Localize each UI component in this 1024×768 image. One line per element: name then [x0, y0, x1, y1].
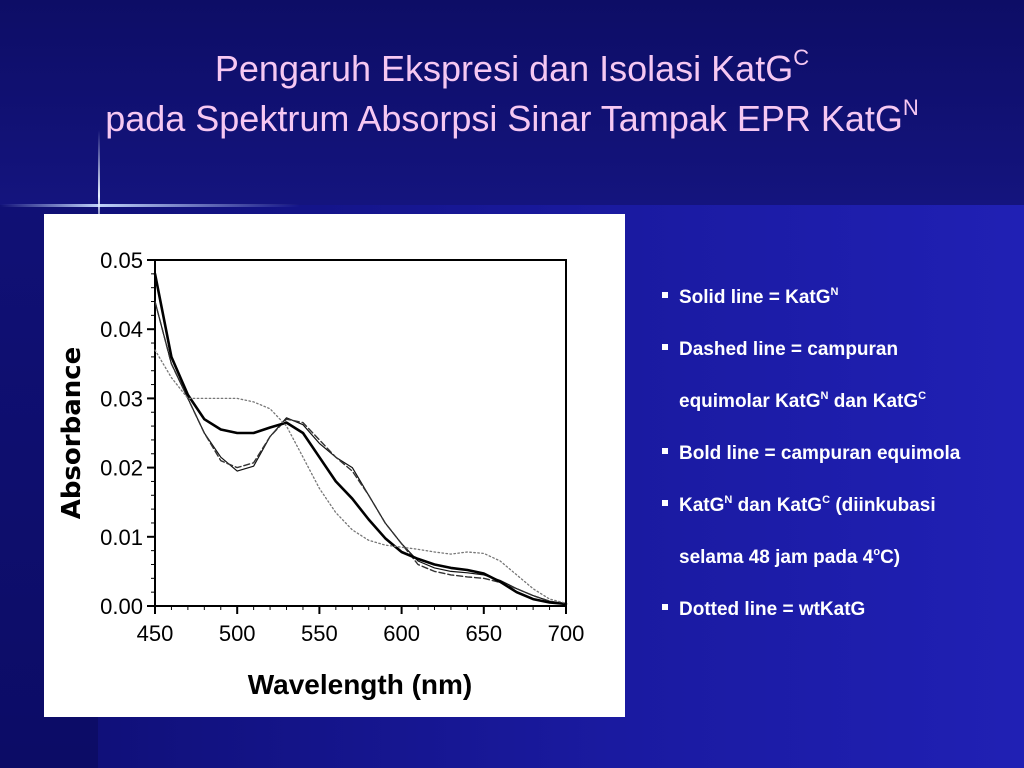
bullet-line: Bold line = campuran equimola: [679, 439, 1024, 491]
square-bullet-icon: [662, 604, 668, 610]
bullet-text: dan KatG: [828, 391, 919, 412]
y-axis-label: Absorbance: [57, 347, 87, 520]
bullet-superscript: C: [822, 494, 831, 506]
x-tick-label: 600: [383, 621, 420, 646]
bold-series-line: [153, 272, 568, 606]
square-bullet-icon: [662, 292, 668, 298]
square-bullet-icon: [662, 448, 668, 454]
series-layer: [153, 272, 568, 606]
title-line-2-sup: N: [902, 95, 919, 120]
bullet-line: Dashed line = campuran: [679, 335, 1024, 387]
title-line-1: Pengaruh Ekspresi dan Isolasi KatGC: [0, 44, 1024, 94]
bullet-text: dan KatG: [732, 495, 823, 516]
bullet-text: Dashed line = campuran: [679, 339, 899, 360]
title-line-2-text: pada Spektrum Absorpsi Sinar Tampak EPR …: [105, 98, 903, 139]
plot-area-frame: [154, 259, 567, 607]
bullet-item: Dotted line = wtKatG: [660, 595, 1024, 643]
bullet-superscript: N: [820, 390, 829, 402]
bullet-superscript: o: [873, 546, 881, 558]
chart-panel: 0.00 0.01 0.02 0.03 0.04 0.05 450 500 550 600 650 7…: [44, 214, 625, 717]
bullet-superscript: N: [724, 494, 733, 506]
bullet-line: Solid line = KatGN: [679, 283, 1024, 335]
bullet-text: Bold line = campuran equimola: [679, 443, 961, 464]
title-line-1-sup: C: [793, 45, 810, 70]
axis-layer: 0.00 0.01 0.02 0.03 0.04 0.05 450 500 550 600 650 7…: [100, 248, 584, 646]
dotted-series-line: [154, 349, 567, 604]
x-tick-label: 700: [548, 621, 585, 646]
x-tick-label: 500: [219, 621, 256, 646]
bullet-text: (diinkubasi: [830, 495, 936, 516]
bullet-line: Dotted line = wtKatG: [679, 595, 1024, 643]
bullet-text: equimolar KatG: [679, 391, 821, 412]
bullet-line: KatGN dan KatGC (diinkubasi: [679, 491, 1024, 543]
bullet-text: selama 48 jam pada 4: [679, 547, 874, 568]
bullet-text: Solid line = KatG: [679, 287, 831, 308]
bullet-superscript: C: [918, 390, 927, 402]
decorative-vertical-line: [98, 130, 100, 240]
bullet-item: Bold line = campuran equimola: [660, 439, 1024, 491]
bullet-item: Dashed line = campuran equimolar KatGN da…: [660, 335, 1024, 439]
x-tick-label: 650: [465, 621, 502, 646]
square-bullet-icon: [662, 344, 668, 350]
y-tick-label: 0.01: [100, 525, 143, 550]
title-band: [0, 0, 1024, 205]
y-tick-label: 0.02: [100, 456, 143, 481]
y-tick-label: 0.04: [100, 317, 143, 342]
bullet-item: KatGN dan KatGC (diinkubasi selama 48 jam…: [660, 491, 1024, 595]
bullet-item: Solid line = KatGN: [660, 283, 1024, 335]
y-tick-label: 0.00: [100, 594, 143, 619]
absorbance-spectrum-chart: 0.00 0.01 0.02 0.03 0.04 0.05 450 500 550 600 650 7…: [57, 248, 584, 700]
bullet-text: C): [880, 547, 901, 568]
slide-title: Pengaruh Ekspresi dan Isolasi KatGC pada…: [0, 44, 1024, 144]
bullet-superscript: N: [830, 286, 839, 298]
square-bullet-icon: [662, 500, 668, 506]
title-line-2: pada Spektrum Absorpsi Sinar Tampak EPR …: [0, 94, 1024, 144]
x-axis-label: Wavelength (nm): [248, 669, 473, 700]
decorative-horizontal-line: [0, 204, 300, 207]
title-line-1-text: Pengaruh Ekspresi dan Isolasi KatG: [214, 48, 794, 89]
y-tick-label: 0.05: [100, 248, 143, 273]
bullet-line: equimolar KatGN dan KatGC: [679, 387, 1024, 439]
legend-bullet-list: Solid line = KatGN Dashed line = campuran…: [660, 283, 1024, 643]
y-tick-label: 0.03: [100, 386, 143, 411]
x-tick-label: 550: [301, 621, 338, 646]
x-tick-label: 450: [137, 621, 174, 646]
bullet-text: Dotted line = wtKatG: [679, 599, 866, 620]
dashed-series-line: [154, 300, 567, 605]
bullet-line: selama 48 jam pada 4oC): [679, 543, 1024, 595]
bullet-text: KatG: [679, 495, 725, 516]
